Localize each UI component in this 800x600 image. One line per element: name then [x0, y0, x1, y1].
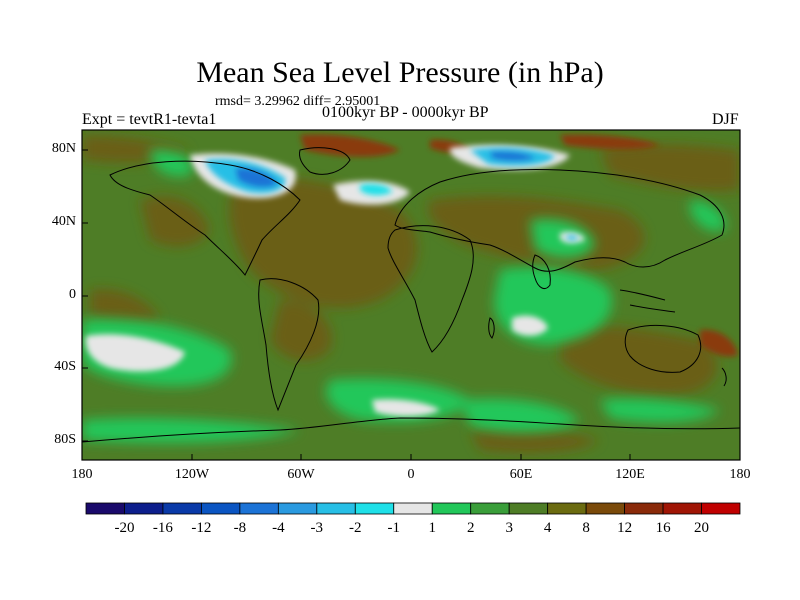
lon-tick-60e: 60E [509, 467, 533, 482]
lat-tick-80s: 80S [54, 432, 76, 447]
colorbar-box [316, 502, 356, 515]
stats-text: rmsd= 3.29962 diff= 2.95001 [215, 94, 381, 109]
colorbar-box [624, 502, 664, 515]
lon-tick-0: 0 [407, 467, 415, 482]
lon-tick-120e: 120E [615, 467, 645, 482]
period-label: 0100kyr BP - 0000kyr BP [322, 104, 489, 121]
colorbar [85, 502, 741, 515]
colorbar-label: 16 [655, 520, 671, 536]
chart-title: Mean Sea Level Pressure (in hPa) [196, 56, 604, 89]
colorbar-box [547, 502, 587, 515]
colorbar-box [470, 502, 510, 515]
lat-tick-80n: 80N [51, 141, 76, 156]
colorbar-box [508, 502, 549, 515]
colorbar-label: -1 [387, 520, 401, 536]
coastlines [82, 147, 740, 443]
colorbar-label: -3 [310, 520, 324, 536]
colorbar-box [239, 502, 279, 515]
colorbar-label: 2 [466, 520, 475, 536]
colorbar-box [201, 502, 241, 515]
lon-tick-180w: 180 [71, 467, 93, 482]
colorbar-label: 20 [694, 520, 709, 536]
colorbar-box [277, 502, 318, 515]
colorbar-label: -2 [349, 520, 362, 536]
colorbar-label: -4 [272, 520, 285, 536]
lat-tick-40n: 40N [51, 214, 76, 229]
colorbar-box [701, 502, 741, 515]
colorbar-box [431, 502, 472, 515]
colorbar-box [662, 502, 702, 515]
colorbar-box [162, 502, 202, 515]
lat-tick-40s: 40S [54, 359, 76, 374]
colorbar-label: 1 [428, 520, 436, 536]
colorbar-label: -8 [233, 520, 247, 536]
colorbar-label: 12 [617, 520, 633, 536]
colorbar-box [85, 502, 125, 515]
colorbar-label: -20 [114, 520, 135, 536]
experiment-label: Expt = tevtR1-tevta1 [82, 111, 217, 128]
colorbar-box [124, 502, 164, 515]
season-label: DJF [712, 111, 739, 128]
colorbar-label: -16 [152, 520, 173, 536]
pressure-field [82, 130, 740, 460]
axis-ticks [81, 149, 741, 460]
lat-tick-0: 0 [69, 287, 76, 302]
colorbar-label: 3 [505, 520, 513, 536]
lon-tick-180e: 180 [729, 467, 751, 482]
lon-tick-120w: 120W [174, 467, 210, 482]
lon-tick-60w: 60W [287, 467, 315, 482]
colorbar-label: 4 [543, 520, 552, 536]
colorbar-label: 8 [582, 520, 590, 536]
colorbar-box [585, 502, 625, 515]
colorbar-box [393, 502, 433, 515]
colorbar-label: -12 [191, 520, 212, 536]
colorbar-box [354, 502, 395, 515]
